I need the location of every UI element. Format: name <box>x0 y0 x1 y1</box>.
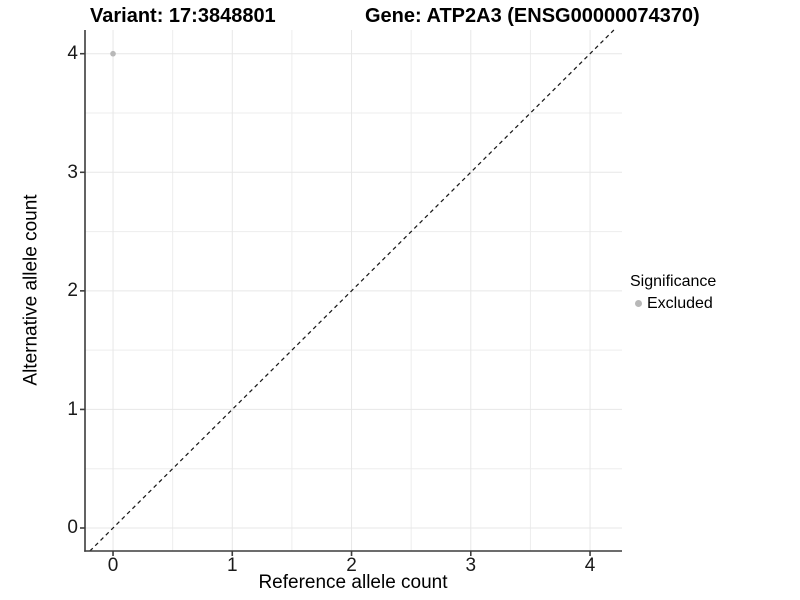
x-tick-label: 2 <box>346 555 357 576</box>
y-tick-label: 1 <box>67 398 78 420</box>
identity-line <box>89 29 615 552</box>
y-axis-title: Alternative allele count <box>20 194 42 386</box>
plot-title-gene: Gene: ATP2A3 (ENSG00000074370) <box>365 5 700 27</box>
y-tick-label: 0 <box>67 517 78 539</box>
legend: Significance Excluded <box>630 272 716 313</box>
data-point <box>110 50 116 57</box>
legend-dot-icon <box>635 300 642 307</box>
legend-entry: Excluded <box>630 294 716 313</box>
x-tick-label: 0 <box>107 555 119 576</box>
x-tick-label: 4 <box>584 555 596 576</box>
plot-title-variant: Variant: 17:3848801 <box>90 5 276 27</box>
y-tick-label: 4 <box>67 43 78 65</box>
x-tick-label: 3 <box>465 555 477 576</box>
x-tick-label: 1 <box>226 555 238 576</box>
legend-title: Significance <box>630 273 717 290</box>
legend-entries: Excluded <box>630 294 716 313</box>
x-axis-title: Reference allele count <box>258 572 448 593</box>
y-tick-label: 2 <box>67 280 78 302</box>
y-tick-label: 3 <box>67 161 78 183</box>
legend-entry-label: Excluded <box>647 295 713 312</box>
